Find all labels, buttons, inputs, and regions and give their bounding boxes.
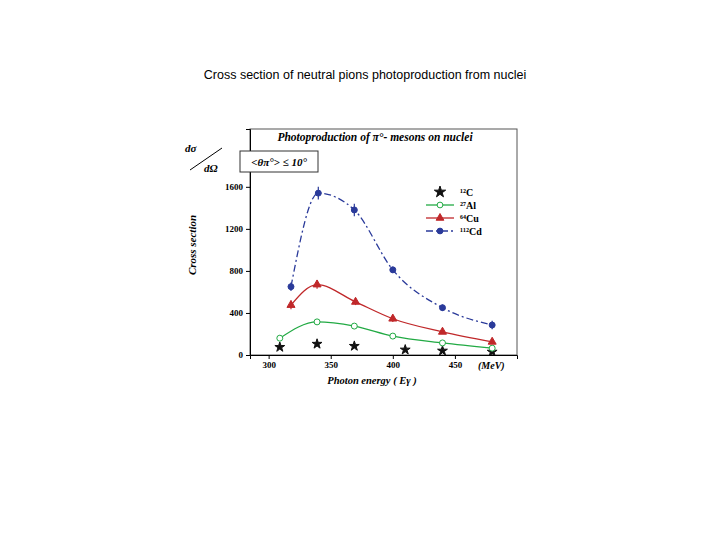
series-line	[291, 285, 492, 342]
x-axis-title: Photon energy ( Eγ )	[327, 375, 417, 387]
x-tick: 300	[262, 355, 276, 370]
data-point	[440, 340, 446, 346]
plot-frame	[250, 129, 517, 355]
data-point	[390, 333, 396, 339]
x-tick: 450	[449, 355, 463, 370]
data-point	[351, 323, 357, 329]
chart: Cross section of neutral pions photoprod…	[0, 0, 720, 540]
x-tick: 350	[324, 355, 338, 370]
data-point	[400, 345, 410, 354]
legend-marker	[437, 228, 443, 234]
y-tick: 0	[239, 350, 251, 360]
annotation: (MeV)	[478, 360, 505, 372]
x-tick-label: 350	[324, 360, 338, 370]
x-tick: 400	[387, 355, 401, 370]
data-point	[489, 322, 495, 328]
x-tick-mark	[331, 355, 332, 359]
annotation: <θπ°> ≤ 10°	[251, 156, 307, 168]
data-point	[275, 342, 285, 351]
x-tick-label: 450	[449, 360, 463, 370]
data-point	[438, 327, 446, 334]
y-tick: 400	[230, 308, 251, 318]
legend-item: ⁶⁴Cu	[426, 213, 479, 224]
legend-marker	[436, 214, 444, 221]
y-tick-label: 1200	[225, 224, 244, 234]
y-tick: 1600	[225, 182, 250, 192]
data-point	[287, 300, 295, 307]
y-tick-mark	[246, 355, 250, 356]
data-point	[352, 297, 360, 304]
plot-area	[275, 187, 497, 355]
legend: ¹²C ²⁷Al ⁶⁴Cu ¹¹²Cd	[426, 186, 482, 237]
annotation-box	[240, 151, 318, 172]
annotation: dσ	[185, 142, 198, 154]
legend-item: ¹²C	[434, 186, 473, 198]
legend-marker	[434, 186, 445, 197]
chart-title: Photoproduction of π°- mesons on nuclei	[277, 131, 473, 144]
y-tick-label: 0	[239, 350, 244, 360]
legend-label: ¹¹²Cd	[460, 226, 482, 237]
y-tick-label: 400	[230, 308, 244, 318]
data-point	[349, 341, 359, 350]
data-point	[351, 207, 357, 213]
data-point	[438, 346, 448, 355]
x-tick-mark	[393, 355, 394, 359]
data-point	[312, 339, 322, 348]
data-point	[315, 190, 321, 196]
y-tick-mark	[246, 271, 250, 272]
page-title: Cross section of neutral pions photoprod…	[204, 68, 526, 82]
data-point	[389, 314, 397, 321]
data-point	[288, 284, 294, 290]
legend-item: ¹¹²Cd	[426, 226, 482, 237]
y-tick: 1200	[225, 224, 250, 234]
x-axis-line	[251, 356, 518, 360]
legend-item: ²⁷Al	[426, 200, 476, 211]
x-tick-mark	[455, 355, 456, 359]
data-point	[390, 267, 396, 273]
series-line	[280, 322, 492, 348]
x-tick-label: 300	[262, 360, 276, 370]
y-tick-mark	[246, 187, 250, 188]
data-point	[314, 319, 320, 325]
y-tick-label: 800	[230, 266, 244, 276]
data-point	[313, 280, 321, 287]
legend-label: ⁶⁴Cu	[460, 213, 479, 224]
y-tick-mark	[246, 229, 250, 230]
data-point	[489, 345, 495, 351]
y-tick: 800	[230, 266, 251, 276]
y-tick-label: 1600	[225, 182, 244, 192]
data-point	[440, 305, 446, 311]
legend-label: ¹²C	[460, 187, 473, 198]
data-point	[488, 337, 496, 344]
series-line	[291, 193, 492, 325]
data-point	[277, 335, 283, 341]
x-tick-label: 400	[387, 360, 401, 370]
y-tick-mark	[246, 313, 250, 314]
annotation: dΩ	[204, 162, 219, 174]
y-axis-title: Cross section	[186, 215, 198, 275]
legend-label: ²⁷Al	[460, 200, 476, 211]
x-tick-mark	[269, 355, 270, 359]
legend-marker	[437, 202, 443, 208]
